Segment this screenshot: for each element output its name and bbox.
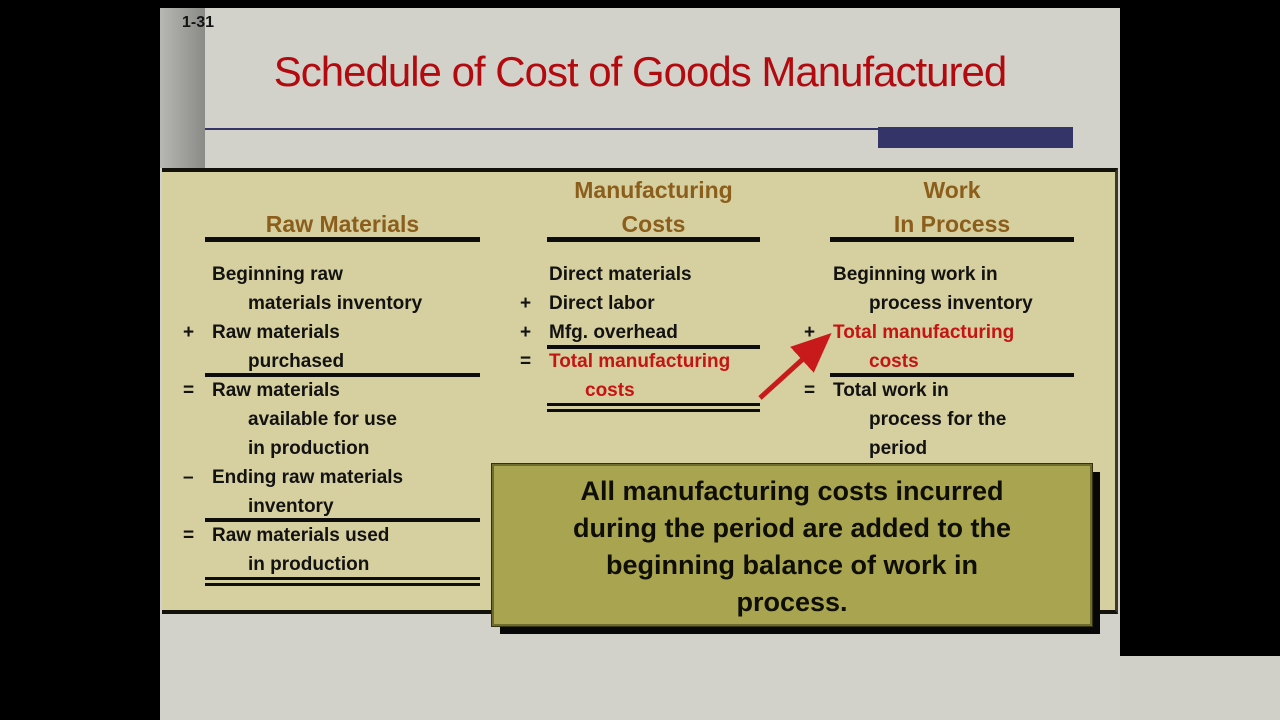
line-item-text: period <box>869 438 928 459</box>
double-sum-line <box>547 403 760 406</box>
sum-line <box>547 345 760 349</box>
operator-sign: + <box>183 322 195 343</box>
header-underline <box>205 237 480 242</box>
line-item-text: process inventory <box>869 293 1033 314</box>
line-item: purchased <box>183 351 480 380</box>
line-item: = Total manufacturing <box>520 351 760 380</box>
slide: 1-31 Schedule of Cost of Goods Manufactu… <box>160 8 1120 720</box>
line-item: materials inventory <box>183 293 480 322</box>
line-item: costs <box>520 380 760 409</box>
line-item: period <box>804 438 1074 467</box>
operator-sign: + <box>520 293 532 314</box>
bottom-right-fill <box>1120 656 1280 720</box>
line-item-text: Total manufacturing <box>549 351 731 372</box>
operator-sign: + <box>804 322 816 343</box>
title-accent-bar <box>878 127 1073 148</box>
double-sum-line <box>205 583 480 586</box>
sum-line <box>205 373 480 377</box>
double-sum-line <box>205 577 480 580</box>
line-item-text: Mfg. overhead <box>549 322 678 343</box>
column-manufacturing-costs: Manufacturing Costs Direct materials + Di… <box>520 172 760 610</box>
line-item-text: costs <box>585 380 635 401</box>
line-item: + Mfg. overhead <box>520 322 760 351</box>
header-underline <box>547 237 760 242</box>
line-item-text: Beginning work in <box>833 264 998 285</box>
line-item-text: Raw materials <box>212 322 340 343</box>
line-item-text: Beginning raw <box>212 264 343 285</box>
operator-sign: + <box>520 322 532 343</box>
line-item-text: materials inventory <box>248 293 423 314</box>
line-item: in production <box>183 554 480 583</box>
line-item-text: in production <box>248 438 370 459</box>
header-underline <box>830 237 1074 242</box>
line-item: + Total manufacturing <box>804 322 1074 351</box>
line-item: inventory <box>183 496 480 525</box>
line-item: + Direct labor <box>520 293 760 322</box>
callout-text-line: during the period are added to the <box>572 513 1012 543</box>
line-item: = Total work in <box>804 380 1074 409</box>
line-item-text: purchased <box>248 351 345 372</box>
column-header: Costs <box>621 211 686 237</box>
column-header: Work <box>923 177 981 203</box>
line-item-text: Ending raw materials <box>212 467 404 488</box>
operator-sign: = <box>183 380 195 401</box>
operator-sign: = <box>183 525 195 546</box>
column-rows: Direct materials + Direct labor + Mfg. ove… <box>520 264 760 409</box>
line-item: process for the <box>804 409 1074 438</box>
line-item: in production <box>183 438 480 467</box>
line-item-text: inventory <box>248 496 334 517</box>
column-header: Raw Materials <box>265 211 420 237</box>
line-item-text: Raw materials <box>212 380 340 401</box>
line-item-text: Total work in <box>833 380 949 401</box>
line-item-text: in production <box>248 554 370 575</box>
line-item: Beginning raw <box>183 264 480 293</box>
callout-text-line: beginning balance of work in <box>605 550 979 580</box>
operator-sign: – <box>183 467 194 488</box>
line-item-text: available for use <box>248 409 397 430</box>
line-item-text: Raw materials used <box>212 525 390 546</box>
column-rows: Beginning work in process inventory + Tot… <box>804 264 1074 467</box>
callout-text-line: process. <box>736 587 848 617</box>
operator-sign: = <box>804 380 816 401</box>
line-item-text: costs <box>869 351 919 372</box>
line-item-text: Total manufacturing <box>833 322 1015 343</box>
callout-text-line: All manufacturing costs incurred <box>580 476 1004 506</box>
line-item-text: process for the <box>869 409 1007 430</box>
line-item: available for use <box>183 409 480 438</box>
slide-title: Schedule of Cost of Goods Manufactured <box>273 48 1007 95</box>
column-rows: Beginning raw materials inventory + Raw m… <box>183 264 480 583</box>
line-item: process inventory <box>804 293 1074 322</box>
left-gradient-strip <box>160 8 205 168</box>
operator-sign: = <box>520 351 532 372</box>
line-item: Direct materials <box>520 264 760 293</box>
column-work-in-process: Work In Process Beginning work in proces… <box>804 172 1074 610</box>
line-item: costs <box>804 351 1074 380</box>
line-item: – Ending raw materials <box>183 467 480 496</box>
column-raw-materials: Raw Materials Beginning raw materials in… <box>183 172 480 610</box>
title-underline <box>205 128 1073 130</box>
line-item: Beginning work in <box>804 264 1074 293</box>
line-item: + Raw materials <box>183 322 480 351</box>
line-item: = Raw materials used <box>183 525 480 554</box>
callout-box: All manufacturing costs incurred during … <box>491 463 1093 627</box>
slide-number: 1-31 <box>182 14 215 31</box>
line-item-text: Direct labor <box>549 293 655 314</box>
column-header: In Process <box>893 211 1011 237</box>
line-item-text: Direct materials <box>549 264 692 285</box>
sum-line <box>830 373 1074 377</box>
line-item: = Raw materials <box>183 380 480 409</box>
sum-line <box>205 518 480 522</box>
double-sum-line <box>547 409 760 412</box>
column-header: Manufacturing <box>574 177 733 203</box>
